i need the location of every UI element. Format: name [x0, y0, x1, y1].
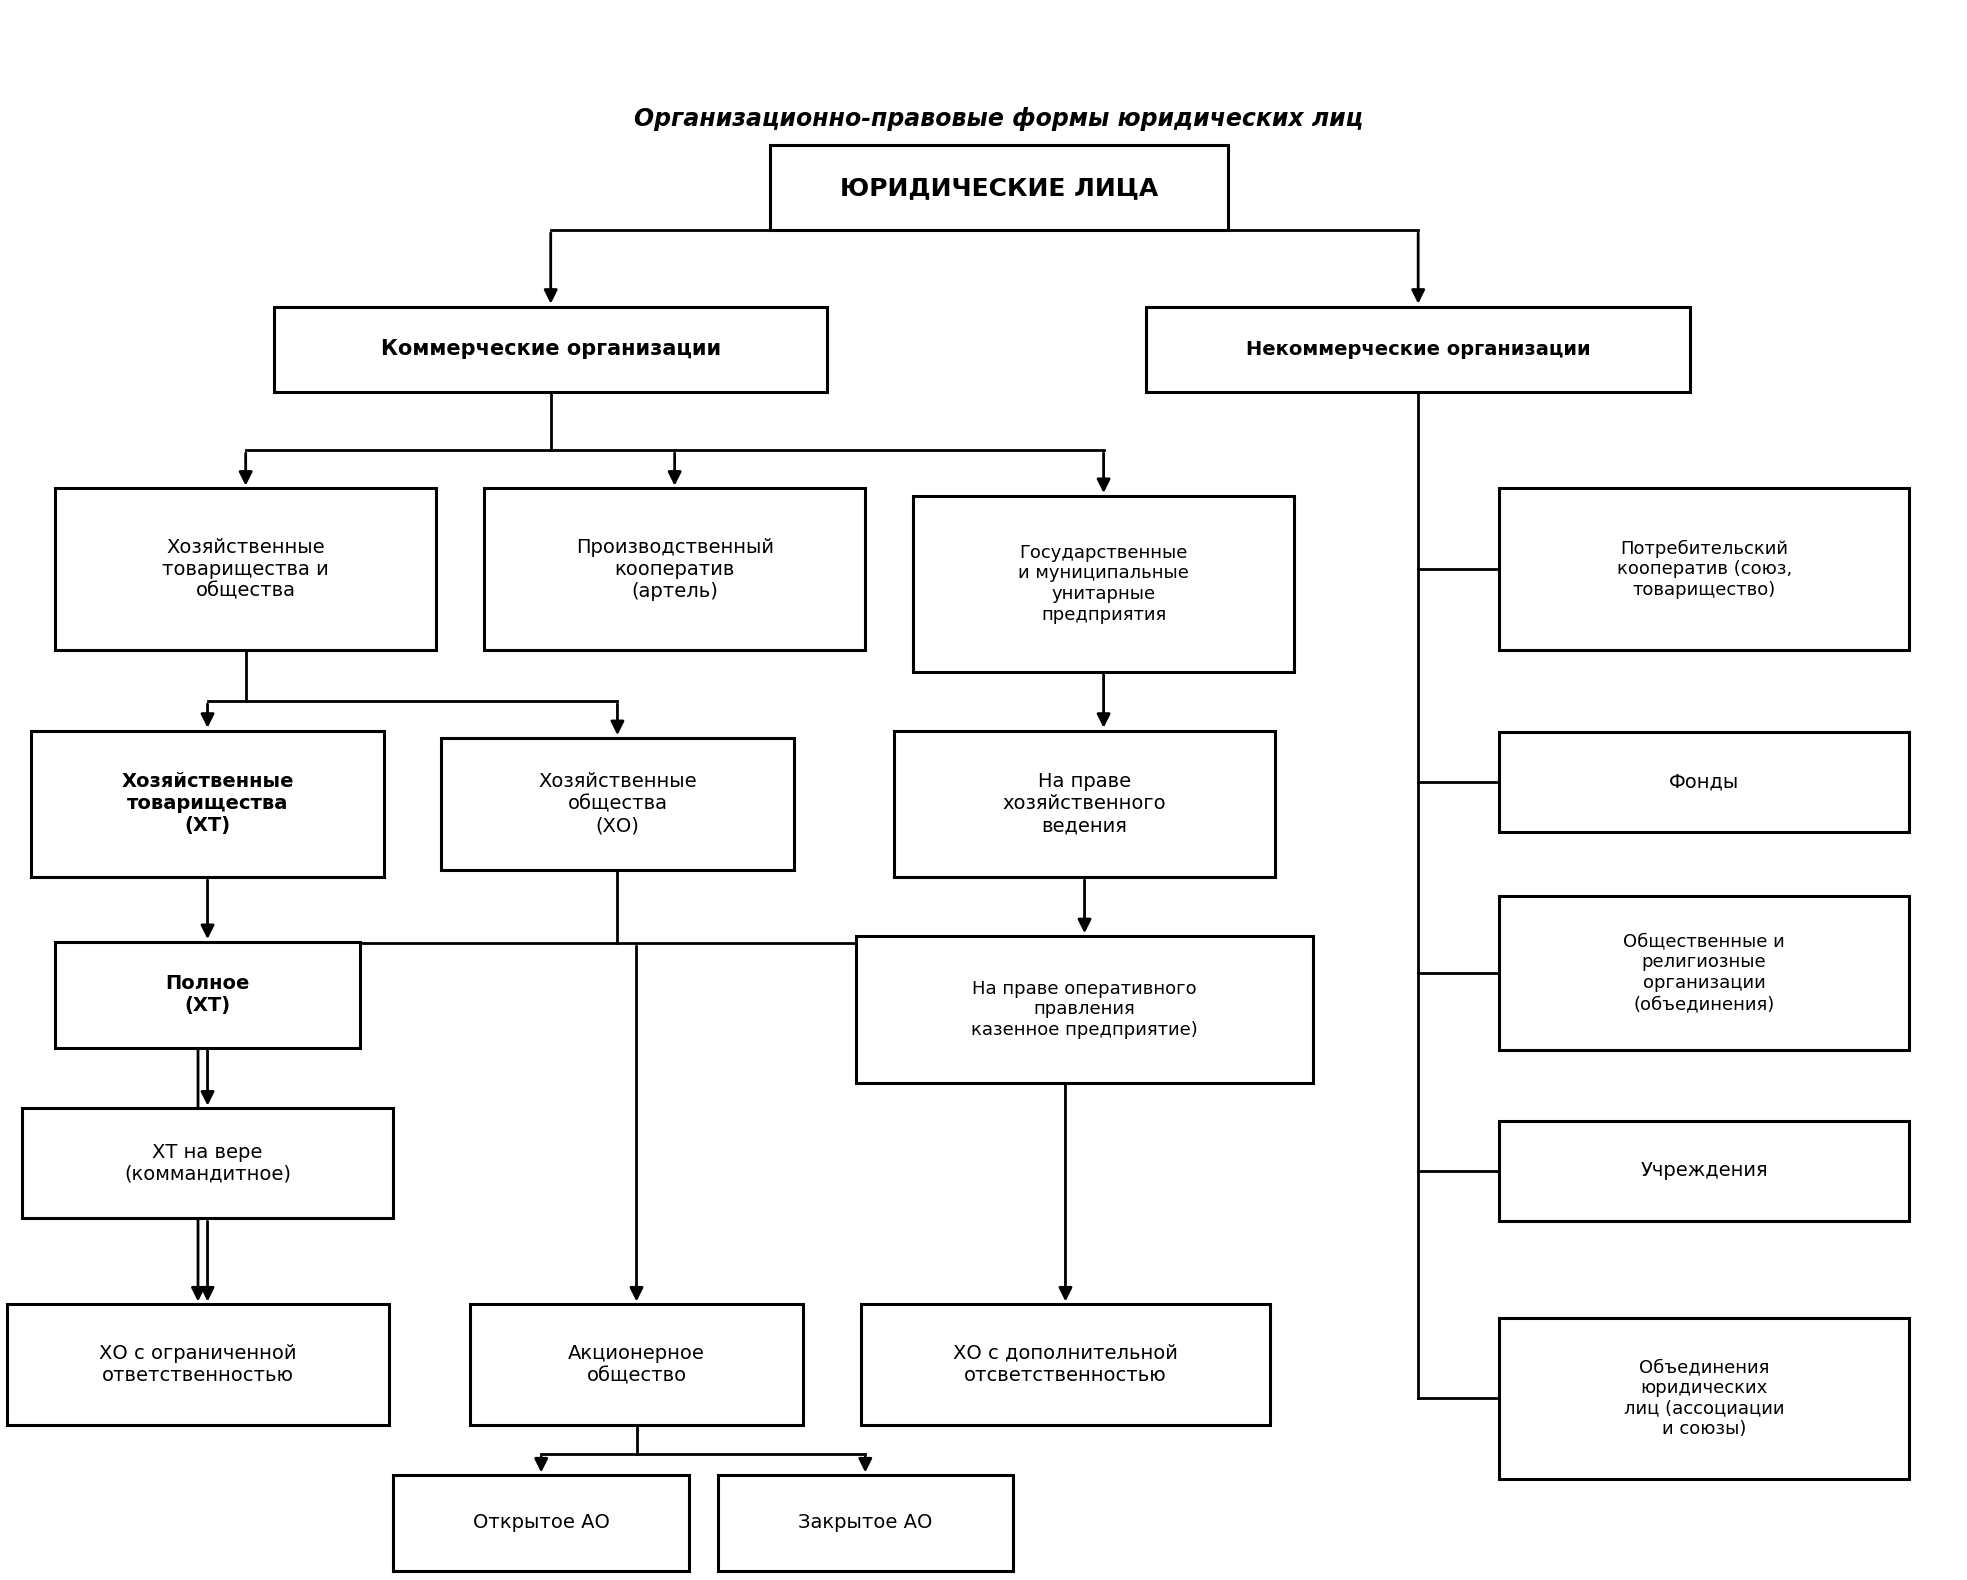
Text: Хозяйственные
товарищества и
общества: Хозяйственные товарищества и общества	[163, 537, 328, 600]
Text: Объединения
юридических
лиц (ассоциации
и союзы): Объединения юридических лиц (ассоциации …	[1625, 1359, 1784, 1438]
Text: Государственные
и муниципальные
унитарные
предприятия: Государственные и муниципальные унитарны…	[1019, 544, 1188, 624]
Text: Закрытое АО: Закрытое АО	[799, 1514, 932, 1533]
Text: Открытое АО: Открытое АО	[472, 1514, 610, 1533]
Text: Полное
(ХТ): Полное (ХТ)	[165, 975, 250, 1016]
Text: ХТ на вере
(коммандитное): ХТ на вере (коммандитное)	[124, 1142, 291, 1183]
FancyBboxPatch shape	[22, 1109, 393, 1218]
FancyBboxPatch shape	[470, 1305, 803, 1425]
FancyBboxPatch shape	[1499, 1318, 1910, 1479]
Text: Акционерное
общество: Акционерное общество	[568, 1345, 704, 1386]
Text: Некоммерческие организации: Некоммерческие организации	[1245, 340, 1591, 359]
FancyBboxPatch shape	[860, 1305, 1271, 1425]
Text: Коммерческие организации: Коммерческие организации	[382, 340, 720, 359]
Text: ХО с ограниченной
ответственностью: ХО с ограниченной ответственностью	[98, 1345, 297, 1386]
FancyBboxPatch shape	[856, 935, 1314, 1082]
FancyBboxPatch shape	[718, 1476, 1013, 1571]
FancyBboxPatch shape	[8, 1305, 389, 1425]
Text: На праве
хозяйственного
ведения: На праве хозяйственного ведения	[1003, 773, 1166, 836]
FancyBboxPatch shape	[55, 488, 437, 649]
FancyBboxPatch shape	[769, 145, 1227, 231]
FancyBboxPatch shape	[1147, 307, 1690, 392]
FancyBboxPatch shape	[1499, 488, 1910, 649]
FancyBboxPatch shape	[1499, 896, 1910, 1049]
Text: Фонды: Фонды	[1670, 773, 1739, 792]
Text: Хозяйственные
товарищества
(ХТ): Хозяйственные товарищества (ХТ)	[122, 773, 293, 836]
Text: Хозяйственные
общества
(ХО): Хозяйственные общества (ХО)	[539, 773, 696, 836]
FancyBboxPatch shape	[893, 730, 1275, 877]
FancyBboxPatch shape	[55, 942, 360, 1048]
FancyBboxPatch shape	[1499, 732, 1910, 831]
Text: ЮРИДИЧЕСКИЕ ЛИЦА: ЮРИДИЧЕСКИЕ ЛИЦА	[840, 175, 1159, 199]
Text: ХО с дополнительной
отсветственностью: ХО с дополнительной отсветственностью	[954, 1345, 1178, 1386]
FancyBboxPatch shape	[273, 307, 828, 392]
FancyBboxPatch shape	[31, 730, 384, 877]
Text: Организационно-правовые формы юридических лиц: Организационно-правовые формы юридически…	[633, 107, 1363, 131]
FancyBboxPatch shape	[1499, 1120, 1910, 1221]
FancyBboxPatch shape	[441, 738, 795, 871]
FancyBboxPatch shape	[913, 496, 1294, 672]
Text: Производственный
кооператив
(артель): Производственный кооператив (артель)	[576, 537, 773, 600]
Text: Учреждения: Учреждения	[1640, 1161, 1768, 1180]
FancyBboxPatch shape	[393, 1476, 688, 1571]
Text: Потребительский
кооператив (союз,
товарищество): Потребительский кооператив (союз, товари…	[1617, 539, 1792, 599]
Text: На праве оперативного
правления
казенное предприятие): На праве оперативного правления казенное…	[972, 980, 1198, 1040]
FancyBboxPatch shape	[484, 488, 865, 649]
Text: Общественные и
религиозные
организации
(объединения): Общественные и религиозные организации (…	[1623, 932, 1784, 1013]
